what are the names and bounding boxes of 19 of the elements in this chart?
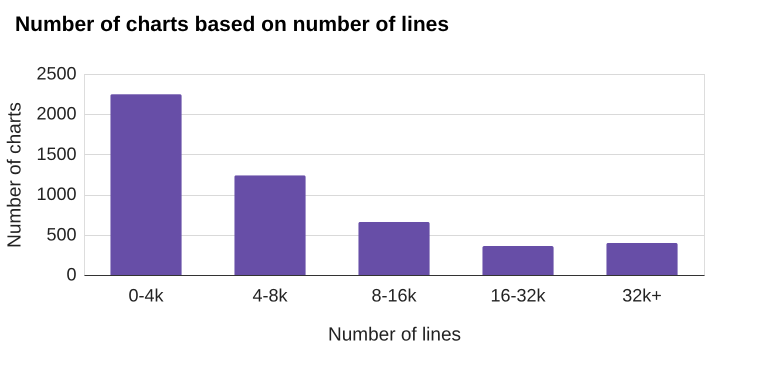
x-tick-label: 8-16k (371, 286, 418, 306)
x-tick-label: 32k+ (622, 286, 662, 306)
bar (482, 246, 554, 275)
y-tick-label: 1000 (36, 184, 76, 204)
y-tick-label: 500 (46, 224, 76, 244)
bar (110, 94, 182, 275)
x-tick-label: 16-32k (490, 286, 547, 306)
bar (606, 242, 678, 275)
y-tick-label: 2500 (36, 64, 76, 84)
bar (234, 175, 306, 275)
y-tick-label: 0 (66, 264, 76, 284)
x-axis-title: Number of lines (328, 324, 462, 346)
bar (358, 222, 430, 275)
x-tick-label: 4-8k (252, 286, 289, 306)
y-axis-title: Number of charts (4, 102, 26, 248)
y-tick-label: 1500 (36, 144, 76, 164)
y-tick-label: 2000 (36, 104, 76, 124)
chart-title: Number of charts based on number of lines (14, 13, 450, 36)
x-tick-label: 0-4k (128, 286, 165, 306)
